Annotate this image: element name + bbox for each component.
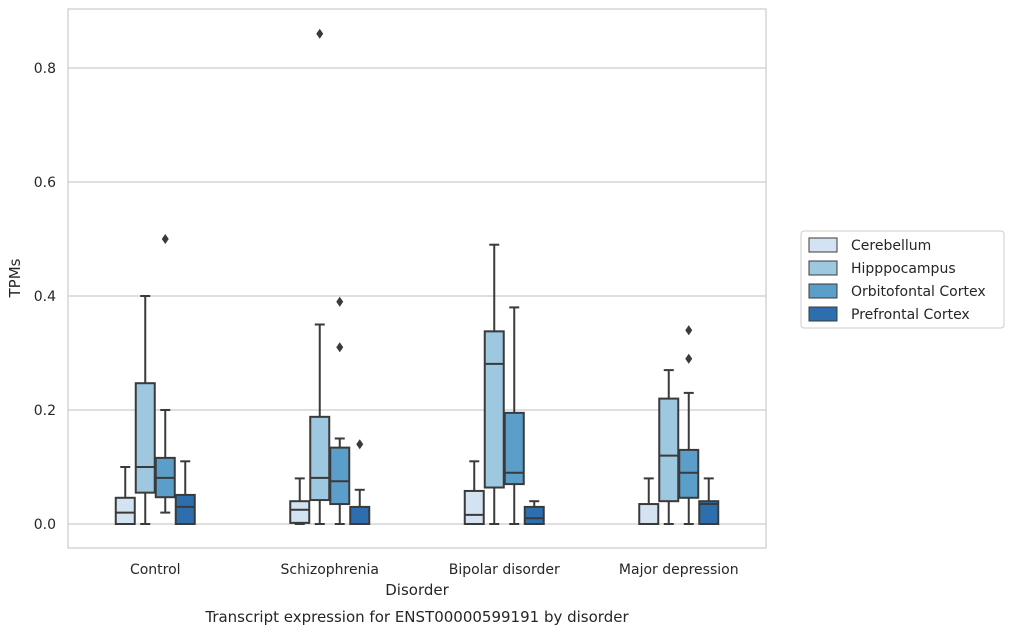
plot-area-frame (67, 8, 767, 549)
box-hipppocampus (134, 295, 156, 525)
legend-frame (800, 230, 1005, 329)
x-axis-label: Disorder (385, 581, 449, 599)
box-hipppocampus (483, 243, 505, 525)
outlier-point (316, 28, 324, 39)
legend-label: Hipppocampus (851, 261, 956, 277)
x-tick-label: Schizophrenia (281, 562, 379, 578)
y-tick-label: 0.8 (34, 61, 56, 77)
box-prefrontal-cortex (174, 460, 196, 525)
box-group (289, 28, 371, 525)
plot-area-background (68, 9, 766, 548)
box-prefrontal-cortex (698, 477, 720, 526)
box-orbitofontal-cortex (503, 306, 525, 525)
box-group (638, 325, 720, 526)
box-body (114, 496, 136, 525)
y-tick-label: 0.4 (34, 289, 56, 305)
box-group (463, 243, 545, 526)
outlier-point (336, 296, 344, 307)
box-body (309, 415, 331, 502)
box-body (678, 448, 700, 499)
outlier-point (685, 325, 693, 336)
box-body (638, 503, 660, 525)
box-body (174, 493, 196, 525)
chart-caption: Transcript expression for ENST0000059919… (204, 608, 629, 626)
box-orbitofontal-cortex (154, 234, 176, 514)
outlier-point (336, 342, 344, 353)
box-body (658, 397, 680, 503)
outlier-point (161, 234, 169, 244)
legend-item: Hipppocampus (808, 260, 956, 277)
y-tick-labels: 0.0 0.2 0.4 0.6 0.8 (34, 61, 56, 533)
legend-swatch (808, 260, 838, 276)
box-body (503, 411, 525, 486)
x-tick-label: Major depression (619, 562, 739, 578)
box-cerebellum (638, 477, 660, 525)
outlier-point (356, 439, 364, 450)
y-axis-label: TPMs (6, 258, 24, 298)
box-groups (114, 28, 720, 526)
legend-label: Orbitofontal Cortex (851, 284, 986, 300)
y-tick-label: 0.6 (34, 175, 56, 191)
legend-swatch (808, 237, 838, 253)
x-tick-label: Bipolar disorder (449, 562, 560, 578)
legend: Cerebellum Hipppocampus Orbitofontal Corte… (800, 230, 1005, 329)
box-cerebellum (114, 466, 136, 525)
box-orbitofontal-cortex (329, 296, 351, 525)
box-body (329, 446, 351, 506)
legend-swatch (808, 283, 838, 299)
legend-label: Cerebellum (851, 238, 931, 254)
legend-swatch (808, 306, 838, 322)
box-body (134, 382, 156, 494)
legend-label: Prefrontal Cortex (851, 307, 970, 323)
y-tick-label: 0.0 (34, 517, 56, 533)
box-body (289, 500, 311, 524)
x-tick-labels: Control Schizophrenia Bipolar disorder Majo… (130, 562, 739, 578)
x-tick-label: Control (130, 562, 181, 578)
box-body (523, 505, 545, 525)
box-cerebellum (463, 460, 485, 526)
box-cerebellum (289, 477, 311, 525)
legend-item: Cerebellum (808, 237, 931, 254)
box-prefrontal-cortex (349, 439, 371, 525)
box-hipppocampus (309, 28, 331, 525)
legend-item: Prefrontal Cortex (808, 306, 970, 323)
legend-item: Orbitofontal Cortex (808, 283, 986, 300)
box-group (114, 234, 196, 525)
box-body (483, 330, 505, 489)
box-body (698, 500, 720, 526)
box-body (463, 489, 485, 526)
y-tick-label: 0.2 (34, 403, 56, 419)
box-body (349, 505, 371, 525)
outlier-point (685, 353, 693, 364)
box-orbitofontal-cortex (678, 325, 700, 525)
box-prefrontal-cortex (523, 500, 545, 525)
